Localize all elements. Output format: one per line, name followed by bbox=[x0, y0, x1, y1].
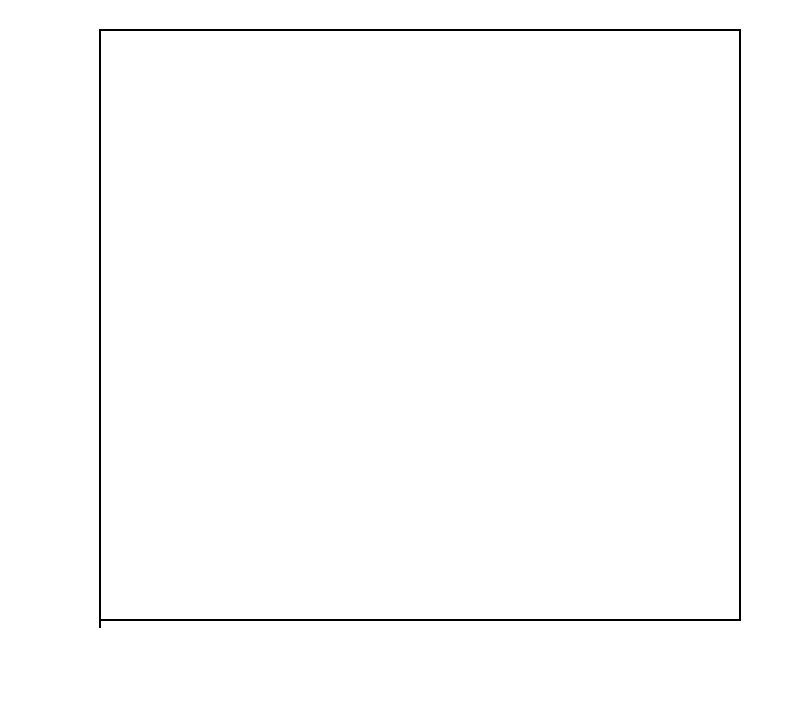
plot-frame bbox=[100, 30, 740, 620]
chart-svg bbox=[0, 0, 800, 717]
nyquist-plot bbox=[0, 0, 800, 717]
